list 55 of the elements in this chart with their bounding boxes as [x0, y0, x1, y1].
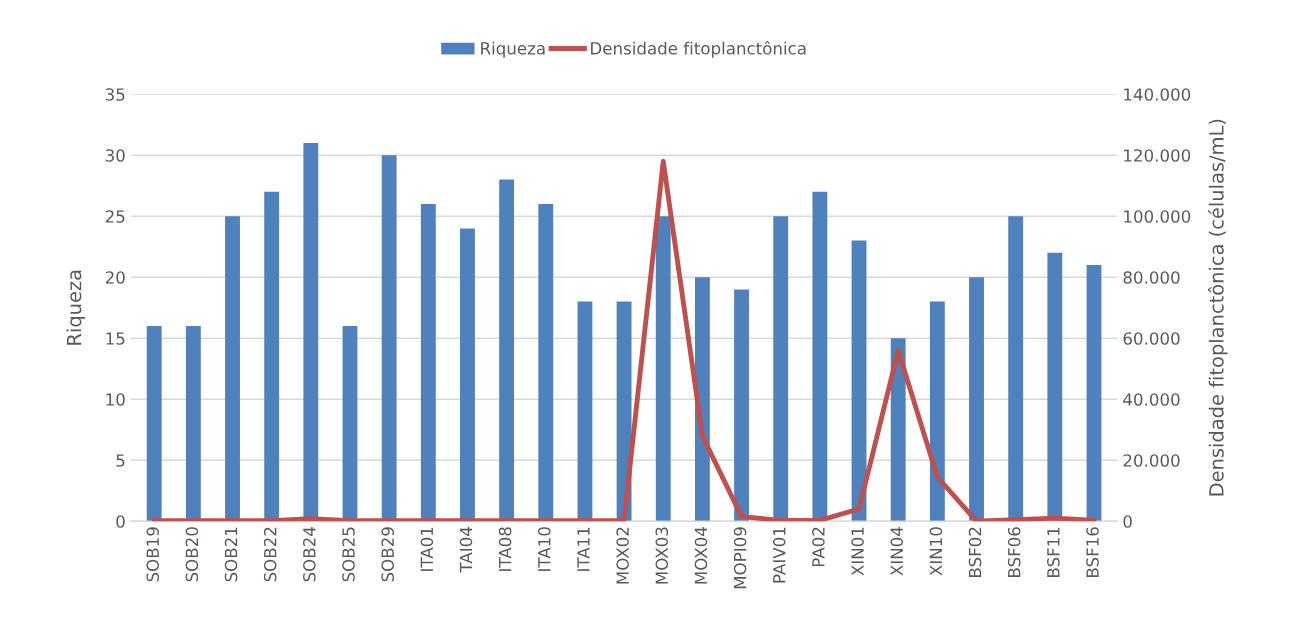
bar: [851, 240, 867, 522]
x-tick-label: XIN04: [890, 527, 904, 576]
bar: [1086, 265, 1102, 522]
x-tick-label: ITA08: [498, 527, 512, 571]
x-tick-label: BSF02: [968, 527, 982, 577]
x-tick-label: SOB29: [381, 527, 394, 582]
bar: [694, 277, 710, 522]
x-tick-label: PA02: [812, 527, 825, 567]
bar: [890, 338, 906, 522]
bar: [734, 289, 750, 522]
y2-axis-title: Densidade fitoplanctônica (células/mL): [1207, 119, 1228, 496]
y-tick-label: 35: [105, 88, 125, 101]
y2-tick-label: 60.000: [1123, 332, 1180, 345]
x-tick-label: SOB22: [263, 527, 277, 582]
x-tick-label: XIN01: [851, 527, 864, 576]
x-tick-label: SOB21: [224, 527, 238, 582]
y-tick-label: 0: [116, 515, 125, 528]
y-tick-label: 15: [106, 332, 125, 345]
y-tick-label: 10: [106, 393, 125, 406]
x-tick-label: SOB24: [303, 527, 316, 582]
line-series: [151, 158, 1097, 522]
y2-tick-label: 80.000: [1123, 271, 1180, 284]
x-tick-label: MOX02: [616, 527, 629, 584]
x-tick-label: BSF11: [1047, 527, 1060, 577]
x-tick-label: SOB19: [146, 527, 160, 582]
x-tick-label: TAI04: [459, 527, 473, 573]
x-tick-label: MOX03: [655, 527, 669, 584]
y2-tick-label: 40.000: [1123, 393, 1180, 406]
x-tick-label: BSF16: [1086, 527, 1099, 577]
legend-label: Riqueza: [481, 41, 545, 58]
bar: [146, 326, 162, 522]
x-tick-label: MOPI09: [733, 527, 747, 589]
x-tick-label: ITA11: [577, 527, 590, 571]
x-tick-label: ITA01: [420, 527, 434, 571]
y2-tick-label: 20.000: [1123, 454, 1180, 467]
y2-tick-label: 0: [1123, 515, 1132, 528]
x-tick-label: SOB25: [342, 527, 355, 582]
bar: [929, 301, 945, 522]
y-tick-label: 5: [116, 454, 125, 467]
x-tick-label: SOB20: [185, 527, 199, 582]
x-tick-label: XIN10: [929, 527, 943, 576]
y2-tick-label: 100.000: [1124, 210, 1191, 223]
x-tick-label: PAIV01: [772, 527, 786, 583]
y2-tick-label: 140.000: [1124, 88, 1191, 101]
x-tick-label: MOX04: [694, 527, 708, 584]
y-tick-label: 20: [105, 271, 125, 284]
legend-label: Densidade fitoplanctônica: [591, 41, 806, 58]
x-tick-label: BSF06: [1007, 527, 1021, 577]
bar: [655, 216, 671, 522]
y-axis-title: Riqueza: [66, 270, 86, 345]
y-tick-label: 30: [105, 149, 125, 162]
y-tick-label: 25: [105, 210, 125, 223]
bar: [969, 277, 984, 522]
x-tick-label: ITA10: [538, 527, 551, 571]
y2-tick-label: 120.000: [1124, 149, 1191, 162]
